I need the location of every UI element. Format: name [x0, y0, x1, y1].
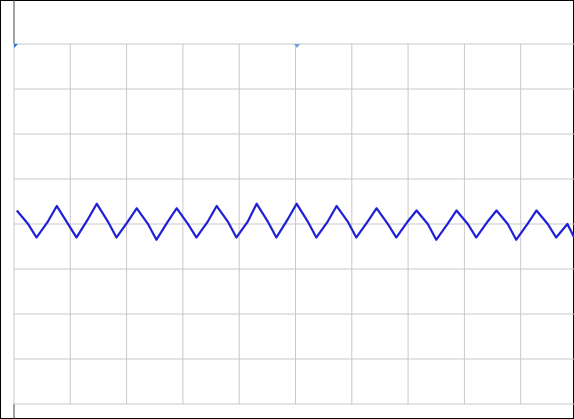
time-marker	[294, 44, 300, 48]
grid	[13, 43, 574, 405]
trigger-marker	[14, 44, 18, 48]
waveform	[15, 202, 574, 241]
trace	[15, 202, 574, 241]
